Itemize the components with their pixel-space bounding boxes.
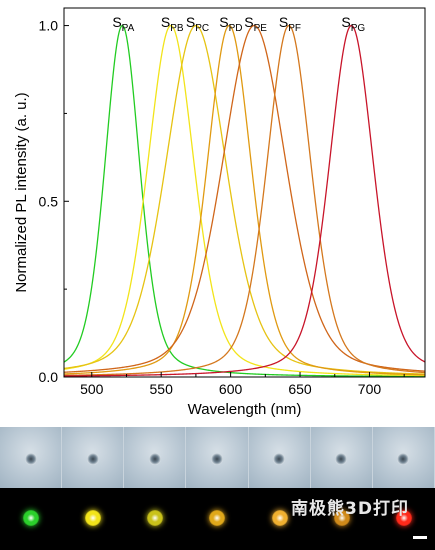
brightfield-panel (248, 427, 311, 489)
fluorescence-dot (271, 510, 288, 526)
x-tick-label: 600 (219, 381, 243, 397)
series-label-pg: SPG (341, 14, 365, 34)
microsphere-cell (273, 453, 286, 465)
series-layer (64, 24, 425, 377)
x-axis-label: Wavelength (nm) (188, 401, 302, 418)
fluorescence-panel (248, 488, 311, 550)
series-label-subscript: PB (170, 23, 184, 34)
series-label-subscript: PG (351, 23, 366, 34)
scale-bar (413, 536, 427, 539)
fluorescence-dot (147, 510, 164, 526)
fluorescence-dot (333, 510, 350, 526)
series-label-subscript: PF (288, 23, 301, 34)
watermark-text: 南极熊3D打印 (291, 499, 409, 519)
series-label-pe: SPE (244, 14, 267, 34)
brightfield-panel (310, 427, 373, 489)
fluorescence-panel (62, 488, 125, 550)
series-line-pc (64, 24, 425, 375)
series-line-pd (64, 24, 425, 376)
fluorescence-strip (0, 488, 435, 550)
series-line-pa (64, 24, 425, 377)
microsphere-cell (148, 453, 161, 465)
series-label-subscript: PD (229, 23, 243, 34)
microsphere-cell (86, 453, 99, 465)
brightfield-panel (124, 427, 187, 489)
brightfield-panel (186, 427, 249, 489)
series-label-subscript: PA (122, 23, 135, 34)
series-label-pd: SPD (219, 14, 242, 34)
brightfield-panel (0, 427, 63, 489)
fluorescence-dot (85, 510, 102, 526)
x-tick-label: 500 (80, 381, 104, 397)
brightfield-panel (372, 427, 435, 489)
plot-frame (63, 7, 426, 378)
series-line-pe (64, 24, 425, 373)
fluorescence-panel (0, 488, 63, 550)
microsphere-cell (397, 453, 410, 465)
y-tick-label: 1.0 (39, 18, 59, 34)
fluorescence-panel (310, 488, 373, 550)
y-axis-label: Normalized PL intensity (a. u.) (13, 92, 30, 292)
fluorescence-panel (124, 488, 187, 550)
fluorescence-panel (372, 488, 435, 550)
series-label-subscript: PC (195, 23, 209, 34)
fluorescence-dot (209, 510, 226, 526)
fluorescence-dot (395, 510, 412, 526)
y-tick-label: 0.0 (39, 369, 59, 385)
brightfield-panel (62, 427, 125, 489)
series-line-pg (64, 24, 425, 377)
brightfield-strip (0, 427, 435, 489)
series-label-pf: SPF (279, 14, 301, 34)
y-tick-label: 0.5 (39, 193, 59, 209)
series-line-pb (64, 24, 425, 377)
series-label-subscript: PE (254, 23, 268, 34)
axes-layer: 500 550 600 650 700 0.0 0.5 1.0 Wavelength (nm) N… (13, 7, 426, 418)
fluorescence-dot (23, 510, 40, 526)
x-tick-label: 650 (288, 381, 312, 397)
series-line-pf (64, 24, 425, 376)
fluorescence-panel (186, 488, 249, 550)
microsphere-cell (335, 453, 348, 465)
pl-spectra-chart: 500 550 600 650 700 0.0 0.5 1.0 Wavelength (nm) N… (13, 7, 426, 418)
microsphere-cell (24, 453, 37, 465)
series-label-pc: SPC (186, 14, 209, 34)
microsphere-cell (210, 453, 223, 465)
series-label-pb: SPB (161, 14, 184, 34)
label-layer: SPA SPB SPC SPD SPE SPF SPG (112, 14, 365, 34)
x-tick-label: 700 (358, 381, 382, 397)
series-label-pa: SPA (112, 14, 134, 34)
x-tick-label: 550 (150, 381, 174, 397)
